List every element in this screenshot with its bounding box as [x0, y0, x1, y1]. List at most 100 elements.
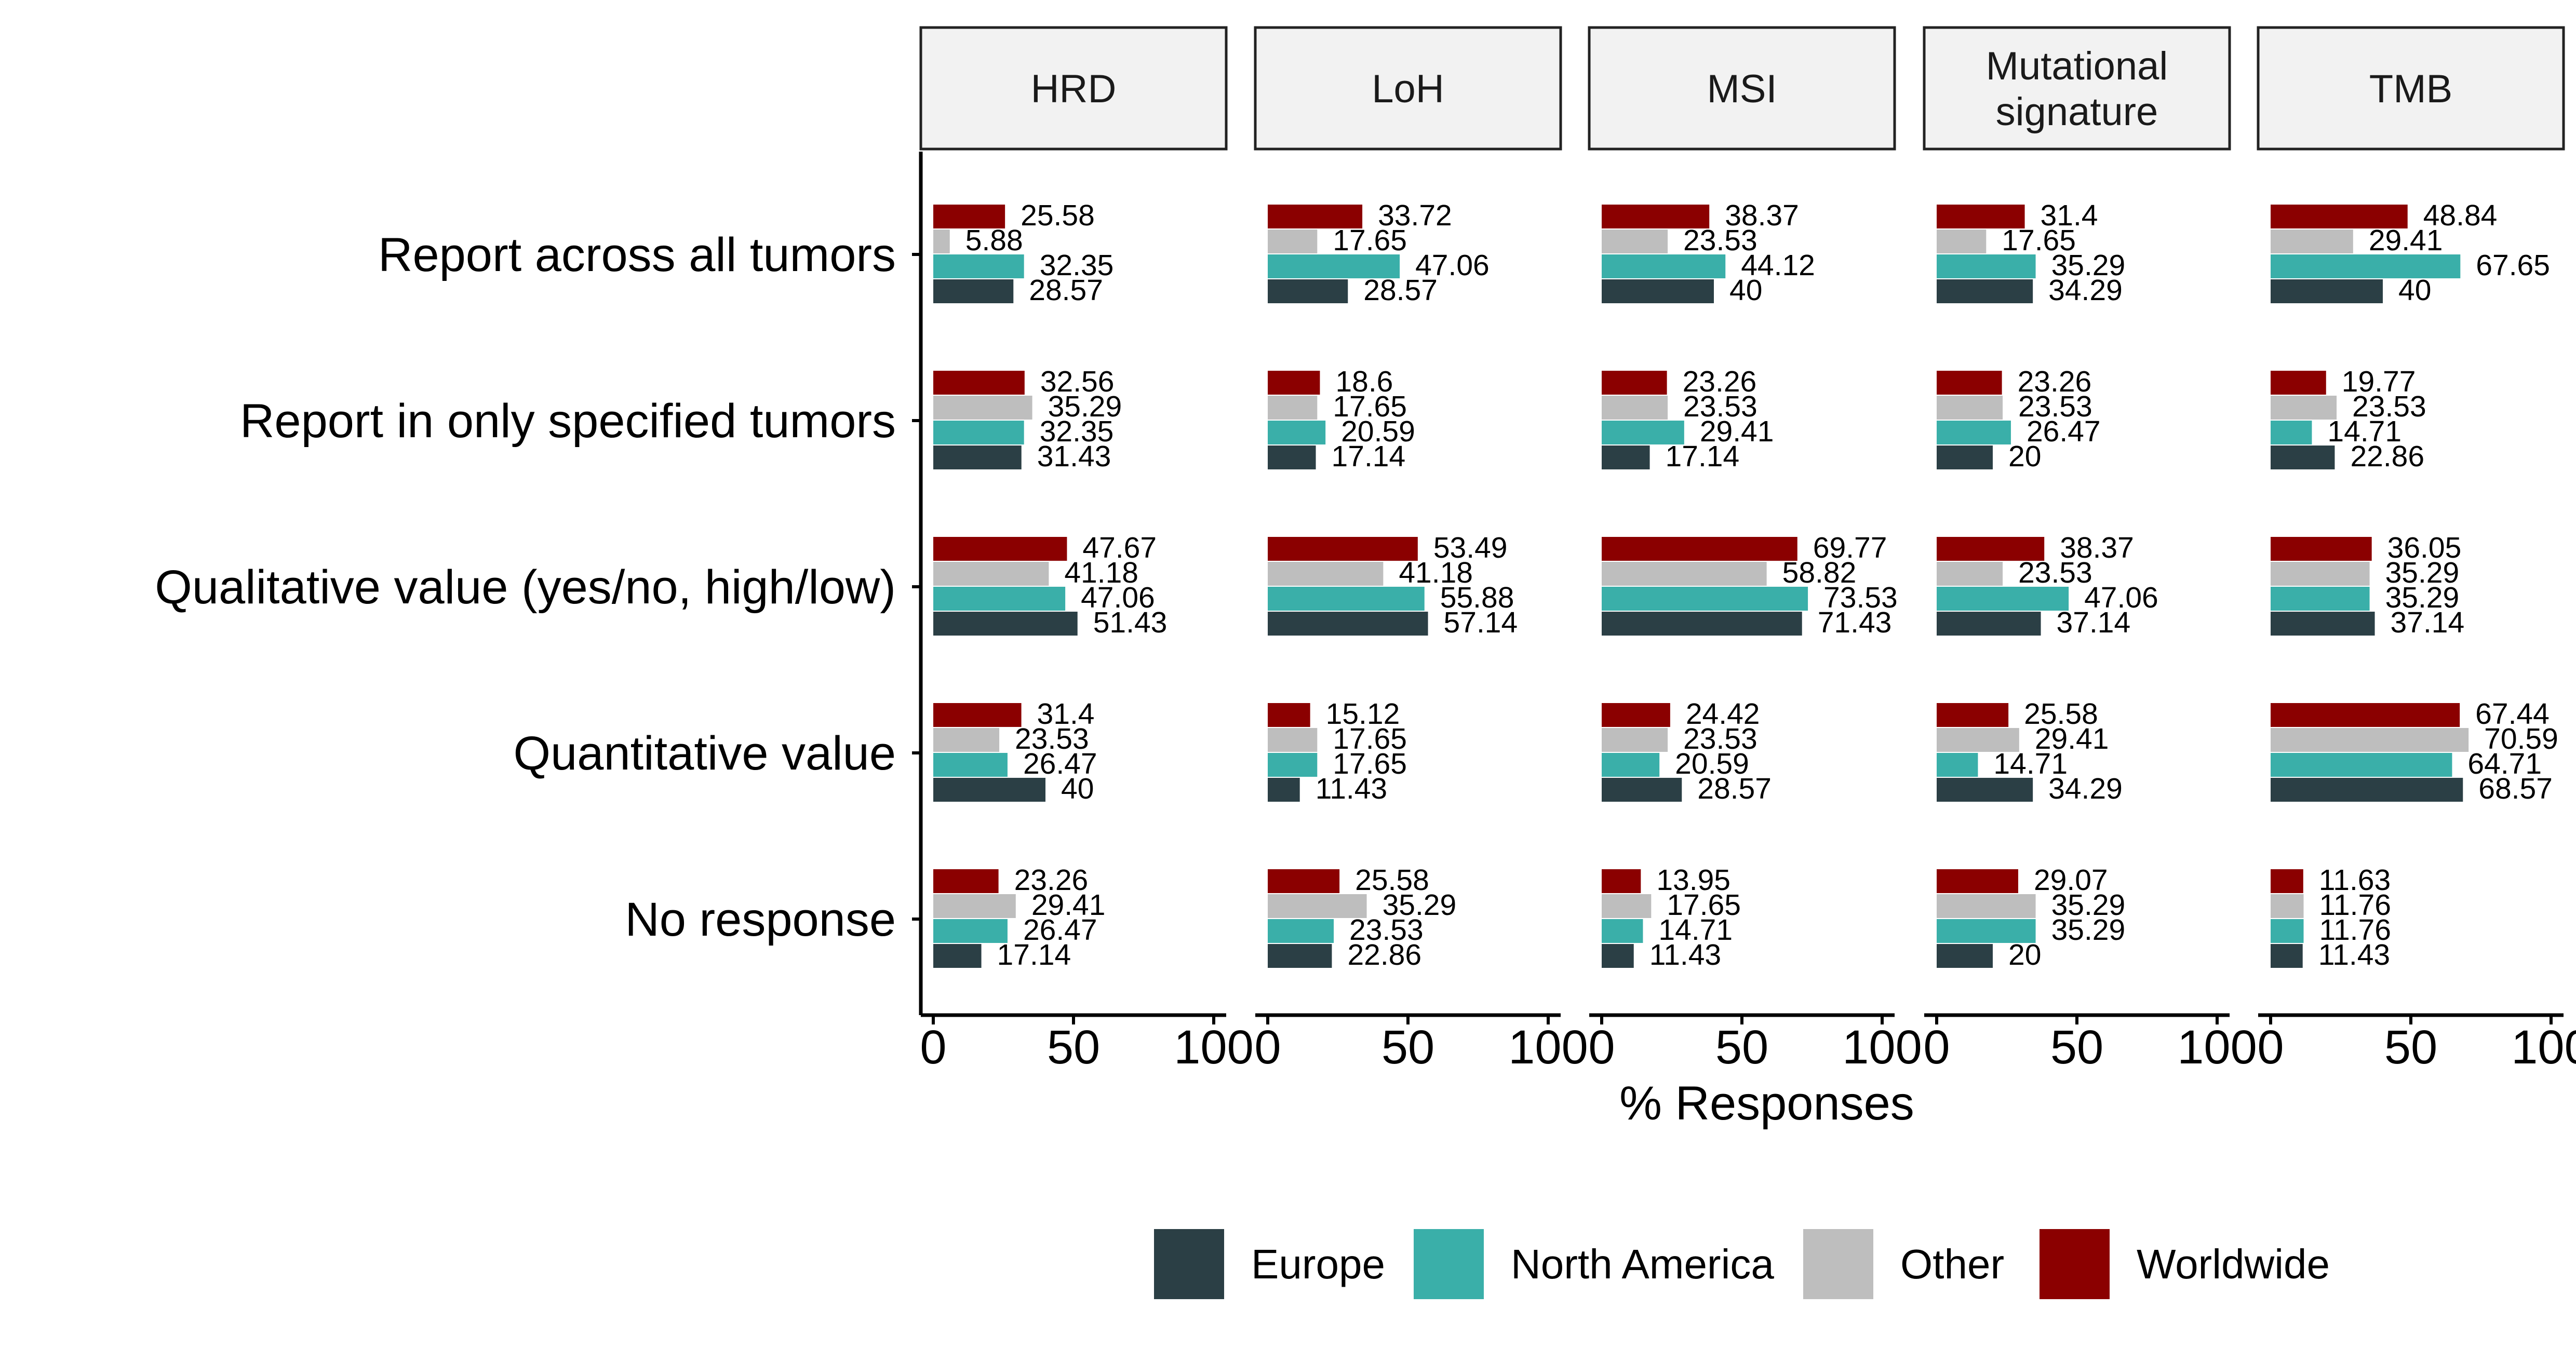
bar-label: 23.26: [2018, 365, 2092, 398]
bar-label: 32.35: [1040, 249, 1114, 282]
bar-label: 17.65: [1667, 888, 1741, 922]
bar-label: 24.42: [1686, 697, 1760, 731]
facet-strip-loh: [1254, 26, 1562, 151]
bar-label: 17.14: [997, 938, 1071, 972]
bar-mutational-signature-report-in-only-specified-tumors-europe: [1937, 446, 1993, 469]
bar-label: 31.43: [1037, 440, 1111, 473]
bar-tmb-qualitative-value-yes-no-high-low-europe: [2271, 612, 2375, 636]
legend-label-europe: Europe: [1251, 1241, 1385, 1287]
bar-loh-qualitative-value-yes-no-high-low-other: [1268, 562, 1384, 586]
legend-key-worldwide: [2040, 1229, 2110, 1299]
bar-msi-report-across-all-tumors-worldwide: [1602, 205, 1710, 228]
category-labels: Report across all tumors Report in only s…: [155, 228, 896, 946]
bar-label: 23.53: [1683, 722, 1757, 756]
bar-label: 18.6: [1335, 365, 1393, 398]
bar-msi-no-response-other: [1602, 894, 1652, 918]
bar-msi-report-in-only-specified-tumors-europe: [1602, 446, 1650, 469]
bar-label: 23.53: [1349, 913, 1424, 947]
bar-msi-quantitative-value-worldwide: [1602, 703, 1670, 727]
bar-loh-report-across-all-tumors-worldwide: [1268, 205, 1363, 228]
bar-msi-qualitative-value-yes-no-high-low-other: [1602, 562, 1767, 586]
x-tick-label: 100: [1842, 1021, 1922, 1074]
bar-label: 28.57: [1029, 274, 1103, 307]
bar-mutational-signature-report-across-all-tumors-worldwide: [1937, 205, 2025, 228]
x-tick-label: 100: [1174, 1021, 1254, 1074]
bar-label: 51.43: [1093, 606, 1168, 639]
bar-tmb-quantitative-value-north-america: [2271, 753, 2452, 777]
bar-tmb-qualitative-value-yes-no-high-low-worldwide: [2271, 537, 2372, 561]
bar-hrd-no-response-europe: [933, 944, 982, 968]
bar-label: 35.29: [2385, 556, 2460, 589]
bar-msi-report-in-only-specified-tumors-other: [1602, 396, 1668, 420]
bar-tmb-report-in-only-specified-tumors-europe: [2271, 446, 2335, 469]
bar-label: 35.29: [1383, 888, 1457, 922]
bar-label: 26.47: [1023, 913, 1097, 947]
bar-label: 28.57: [1697, 772, 1772, 805]
bar-label: 17.65: [1333, 722, 1407, 756]
bar-label: 11.76: [2319, 888, 2391, 922]
bar-tmb-quantitative-value-worldwide: [2271, 703, 2460, 727]
bar-mutational-signature-quantitative-value-europe: [1937, 778, 2033, 802]
bar-hrd-no-response-other: [933, 894, 1016, 918]
x-tick-label: 0: [920, 1021, 946, 1074]
bar-label: 11.76: [2319, 913, 2391, 947]
bar-loh-no-response-other: [1268, 894, 1367, 918]
bar-hrd-report-across-all-tumors-worldwide: [933, 205, 1005, 228]
bar-msi-no-response-north-america: [1602, 919, 1643, 943]
facet-label-tmb: TMB: [2369, 67, 2452, 111]
bar-hrd-report-in-only-specified-tumors-worldwide: [933, 371, 1025, 395]
bar-mutational-signature-report-across-all-tumors-other: [1937, 230, 1987, 253]
bar-mutational-signature-qualitative-value-yes-no-high-low-worldwide: [1937, 537, 2045, 561]
bar-label: 58.82: [1782, 556, 1857, 589]
facet-label-hrd: HRD: [1031, 67, 1117, 111]
legend-key-europe: [1154, 1229, 1224, 1299]
bar-label: 25.58: [1021, 199, 1095, 232]
bar-label: 64.71: [2467, 747, 2542, 780]
bar-label: 14.71: [1993, 747, 2068, 780]
bar-label: 23.53: [1015, 722, 1089, 756]
bar-label: 48.84: [2423, 199, 2498, 232]
bar-label: 15.12: [1326, 697, 1400, 731]
x-tick-label: 50: [1047, 1021, 1100, 1074]
legend: Europe North America Other Worldwide: [1154, 1229, 2330, 1299]
bar-msi-qualitative-value-yes-no-high-low-europe: [1602, 612, 1802, 636]
bar-mutational-signature-no-response-europe: [1937, 944, 1993, 968]
bar-label: 69.77: [1813, 531, 1887, 564]
bar-msi-report-across-all-tumors-other: [1602, 230, 1668, 253]
bar-loh-no-response-worldwide: [1268, 869, 1340, 893]
bar-msi-report-across-all-tumors-europe: [1602, 279, 1714, 303]
bar-label: 57.14: [1444, 606, 1518, 639]
facet-strip-hrd: [919, 26, 1228, 151]
data-labels-layer: 25.585.8832.3528.5732.5635.2932.3531.434…: [965, 199, 2558, 972]
bar-label: 11.43: [1649, 938, 1721, 972]
x-tick-label: 100: [1508, 1021, 1588, 1074]
bar-label: 28.57: [1363, 274, 1438, 307]
bar-label: 40: [1061, 772, 1094, 805]
bar-label: 35.29: [2051, 888, 2126, 922]
bar-loh-report-in-only-specified-tumors-europe: [1268, 446, 1316, 469]
bar-label: 41.18: [1064, 556, 1138, 589]
bar-label: 67.65: [2476, 249, 2550, 282]
x-tick-label: 50: [1715, 1021, 1768, 1074]
bar-hrd-qualitative-value-yes-no-high-low-other: [933, 562, 1049, 586]
bar-msi-quantitative-value-north-america: [1602, 753, 1660, 777]
bar-label: 20: [2008, 440, 2041, 473]
bar-label: 47.06: [1415, 249, 1490, 282]
x-tick-label: 0: [1254, 1021, 1281, 1074]
bar-label: 25.58: [1355, 864, 1429, 897]
bar-mutational-signature-report-across-all-tumors-north-america: [1937, 254, 2036, 278]
bar-tmb-no-response-other: [2271, 894, 2304, 918]
x-tick-label: 100: [2177, 1021, 2257, 1074]
x-axis-title: % Responses: [1619, 1077, 1914, 1130]
bar-loh-quantitative-value-europe: [1268, 778, 1300, 802]
legend-key-other: [1803, 1229, 1873, 1299]
legend-key-north-america: [1414, 1229, 1484, 1299]
x-tick-label: 50: [2050, 1021, 2103, 1074]
bar-tmb-quantitative-value-other: [2271, 728, 2469, 752]
bar-tmb-no-response-worldwide: [2271, 869, 2303, 893]
bar-label: 29.41: [1031, 888, 1106, 922]
category-label-qualitative-value-yes-no-high-low: Qualitative value (yes/no, high/low): [155, 561, 896, 614]
facet-strip-mutational-signature: [1923, 26, 2231, 151]
bar-label: 40: [2398, 274, 2431, 307]
